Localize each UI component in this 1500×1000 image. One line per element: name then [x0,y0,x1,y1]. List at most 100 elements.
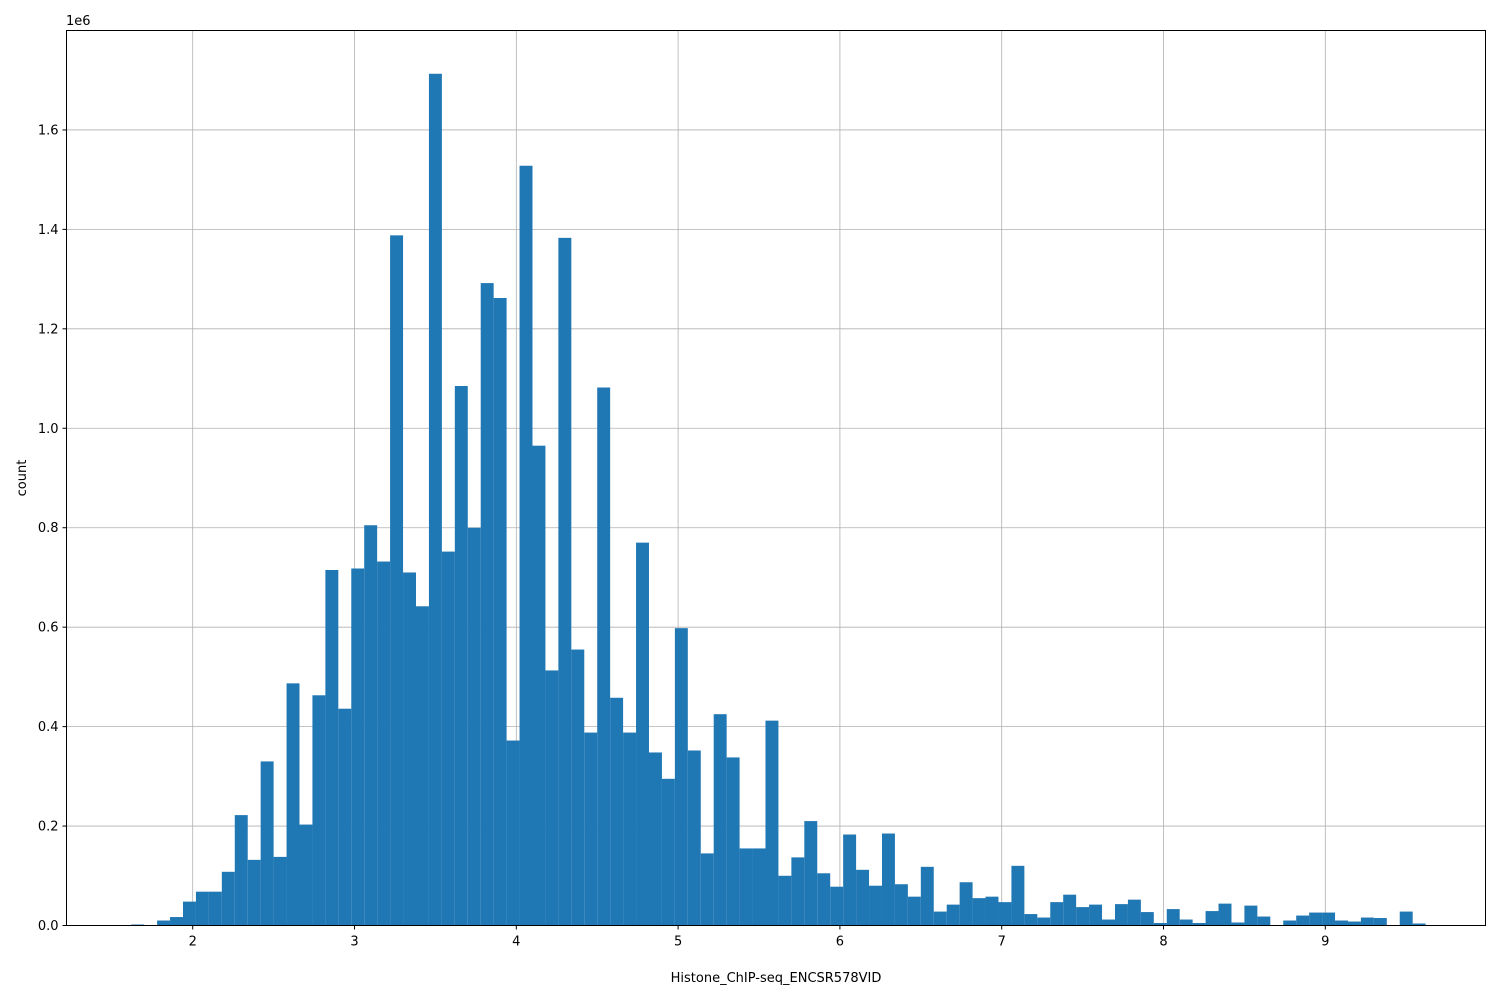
histogram-bar [661,778,675,926]
x-axis-ticks: 2 3 4 5 6 7 8 9 [189,925,1329,950]
histogram-bar [985,896,999,926]
x-tick-label: 9 [1321,935,1329,950]
histogram-bar [299,824,313,926]
histogram-bar [157,920,171,926]
y-tick-label: 1.2 [38,322,59,337]
histogram-bar [1283,920,1297,926]
histogram-bar [182,901,196,926]
histogram-bar [972,898,986,926]
histogram-bar [713,714,727,926]
histogram-bar [817,873,831,926]
histogram-bar [1166,909,1180,926]
histogram-bar [441,551,455,926]
y-tick-label: 0.0 [38,919,59,934]
histogram-bar [597,387,611,926]
histogram-bar [959,882,973,926]
histogram-bar [584,732,598,926]
histogram-bar [1127,899,1141,926]
histogram-bar [545,670,559,926]
histogram-bar [856,869,870,926]
histogram-bar [1360,917,1374,926]
histogram-bar [221,871,235,926]
histogram-bar [273,856,287,926]
histogram-bar [765,720,779,926]
histogram-bars [131,73,1426,926]
histogram-bar [1309,912,1323,926]
histogram-bar [364,525,378,926]
histogram-bar [830,886,844,926]
histogram-bar [648,752,662,926]
x-tick-label: 5 [674,935,682,950]
histogram-bar [623,732,637,926]
histogram-bar [1244,905,1258,926]
histogram-bar [286,683,300,926]
histogram-bar [532,445,546,926]
x-tick-label: 7 [998,935,1006,950]
histogram-bar [1140,912,1154,926]
histogram-bar [1050,902,1064,926]
x-tick-label: 4 [512,935,520,950]
histogram-bar [338,708,352,926]
histogram-bar [1063,894,1077,926]
histogram-bar [403,572,416,926]
histogram-bar [1322,912,1336,926]
histogram-bar [739,848,753,926]
histogram-bar [558,237,572,926]
histogram-bar [726,757,740,926]
histogram-bar [804,821,818,926]
histogram-bar [907,896,921,926]
histogram-bar [791,857,805,926]
y-offset-label: 1e6 [66,14,91,29]
histogram-bar [920,866,934,926]
histogram-bar [208,891,222,926]
histogram-bar [881,833,895,926]
histogram-bar [1399,911,1413,926]
histogram-bar [1192,923,1206,926]
histogram-bar [493,298,507,926]
histogram-bar [1037,917,1051,926]
histogram-bar [1179,919,1193,926]
histogram-bar [480,283,494,926]
histogram-bar [1076,907,1090,926]
histogram-bar [377,561,391,926]
histogram-bar [467,527,481,926]
histogram-bar [1205,911,1219,926]
histogram-bar [1257,916,1271,926]
histogram-bar [1296,915,1310,926]
plot-frame [66,30,1486,926]
x-tick-label: 3 [350,935,358,950]
grid-lines [66,30,1486,926]
histogram-bar [1114,904,1128,926]
histogram-bar [700,853,714,926]
histogram-bar [1412,923,1426,926]
histogram-bar [1231,922,1245,926]
y-tick-label: 1.4 [38,223,59,238]
histogram-bar [610,697,624,926]
x-tick-label: 2 [189,935,197,950]
histogram-bar [687,750,701,926]
histogram-bar [1218,903,1232,926]
y-tick-label: 1.6 [38,123,59,138]
histogram-bar [234,815,248,926]
histogram-bar [351,568,365,926]
x-tick-label: 8 [1159,935,1167,950]
histogram-bar [674,628,688,926]
histogram-bar [869,885,882,926]
histogram-bar [390,235,404,926]
y-tick-label: 0.6 [38,621,59,636]
histogram-bar [1089,904,1103,926]
histogram-bar [247,859,261,926]
y-tick-label: 0.8 [38,521,59,536]
histogram-bar [519,165,533,926]
histogram-bar [933,911,947,926]
histogram-bar [778,875,792,926]
x-tick-label: 6 [836,935,844,950]
y-tick-label: 1.0 [38,422,59,437]
histogram-bar [946,904,960,926]
histogram-bar [998,902,1012,926]
histogram-bar [843,834,857,926]
histogram-bar [195,891,209,926]
y-tick-label: 0.2 [38,820,59,835]
x-axis-label: Histone_ChIP-seq_ENCSR578VID [671,971,882,986]
